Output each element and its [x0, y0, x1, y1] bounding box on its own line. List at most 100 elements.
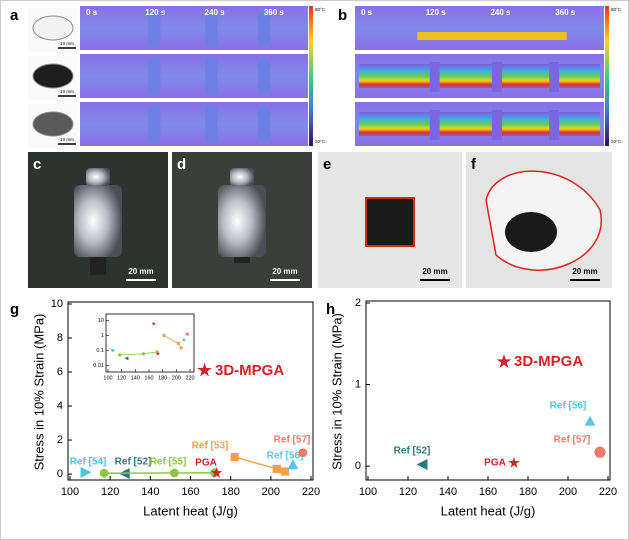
time-label: 120 s	[145, 8, 166, 17]
weight-body	[74, 185, 122, 257]
thermal-image	[80, 102, 308, 146]
point	[141, 352, 146, 356]
sample	[505, 212, 557, 252]
colorbar	[605, 6, 609, 146]
series-label: Ref [57]	[554, 435, 591, 446]
thermal-gap	[148, 106, 161, 142]
inset-x-tick-label: 140	[131, 375, 140, 381]
point	[594, 446, 606, 458]
point	[272, 464, 281, 474]
thermal-band	[359, 64, 600, 88]
inset-x-tick-label: 220	[185, 375, 194, 381]
point	[230, 452, 239, 462]
sample	[32, 111, 74, 137]
y-axis-label: Stress in 10% Strain (MPa)	[329, 313, 344, 470]
time-label: 360 s	[264, 8, 285, 17]
sample	[234, 257, 250, 263]
thermal-gap	[257, 10, 270, 46]
thermal-gap	[491, 62, 502, 92]
x-axis-label: Latent heat (J/g)	[441, 503, 536, 518]
point	[111, 348, 116, 353]
point	[151, 321, 156, 326]
series-label: Ref [56]	[267, 451, 304, 462]
series-label: Ref [54]	[70, 457, 107, 468]
panel-label: f	[471, 156, 477, 173]
point	[162, 334, 166, 338]
thermal-image	[355, 6, 604, 50]
point	[170, 468, 179, 478]
panel-label: h	[326, 301, 335, 318]
point	[298, 448, 308, 458]
scale-label: 10 mm	[60, 41, 74, 46]
point	[185, 332, 189, 336]
y-tick-label: 0	[57, 468, 63, 480]
panel-label: c	[33, 156, 41, 173]
thermal-gap	[549, 62, 560, 92]
inset-frame	[105, 313, 195, 373]
thermal-gap	[549, 110, 560, 140]
sample	[365, 197, 415, 247]
point	[179, 346, 183, 350]
thermal-gap	[491, 110, 502, 140]
time-label: 0 s	[86, 8, 98, 17]
inset-y-tick-label: 0.01	[93, 363, 104, 369]
colorbar-max: 80°C	[315, 7, 326, 12]
highlight-label: 3D-MPGA	[215, 362, 284, 379]
thermal-gap	[257, 58, 270, 94]
colorbar-min: 20°C	[611, 139, 622, 144]
colorbar	[309, 6, 313, 146]
thermal-gap	[148, 58, 161, 94]
weight-knob	[230, 168, 254, 186]
x-tick-label: 100	[61, 486, 79, 498]
point	[124, 356, 129, 361]
scale-label: 10 mm	[60, 89, 74, 94]
colorbar-min: 20°C	[315, 139, 326, 144]
x-tick-label: 160	[479, 486, 497, 498]
thermal-gap	[148, 10, 161, 46]
point	[176, 341, 180, 345]
inset-y-tick-label: 10	[98, 318, 104, 324]
thermal-gap	[205, 10, 218, 46]
series-label: PGA	[195, 458, 217, 469]
x-tick-label: 160	[181, 486, 199, 498]
point	[155, 351, 160, 356]
sample	[90, 257, 106, 275]
inset-x-tick-label: 180	[158, 375, 167, 381]
series-label: Ref [57]	[274, 435, 311, 446]
thermal-band	[417, 32, 567, 40]
time-label: 360 s	[555, 8, 576, 17]
x-tick-label: 140	[141, 486, 159, 498]
y-axis-label: Stress in 10% Strain (MPa)	[31, 314, 46, 471]
time-label: 120 s	[426, 8, 447, 17]
time-label: 240 s	[490, 8, 511, 17]
y-tick-label: 4	[57, 400, 63, 412]
series-label: Ref [55]	[150, 457, 187, 468]
point	[80, 466, 92, 478]
point	[496, 354, 512, 368]
x-tick-label: 220	[599, 486, 617, 498]
point	[416, 459, 428, 471]
x-tick-label: 220	[302, 486, 320, 498]
thermal-gap	[205, 106, 218, 142]
point	[210, 466, 223, 478]
thermal-gap	[429, 110, 440, 140]
inset-x-tick-label: 100	[103, 375, 112, 381]
series-label: Ref [56]	[550, 401, 587, 412]
y-tick-label: 0	[355, 460, 361, 472]
panel-label: g	[10, 301, 19, 318]
y-tick-label: 6	[57, 366, 63, 378]
weight-body	[218, 185, 266, 257]
series-label: Ref [52]	[115, 457, 152, 468]
x-tick-label: 120	[399, 486, 417, 498]
panel-label: e	[323, 156, 331, 173]
x-tick-label: 120	[101, 486, 119, 498]
scale-label: 20 mm	[572, 267, 597, 276]
panel-label: d	[177, 156, 186, 173]
colorbar-max: 80°C	[611, 7, 622, 12]
series-label: Ref [52]	[394, 446, 431, 457]
point	[181, 337, 186, 341]
scale-label: 20 mm	[128, 267, 153, 276]
panel-label: b	[338, 7, 347, 24]
sample	[32, 15, 74, 41]
